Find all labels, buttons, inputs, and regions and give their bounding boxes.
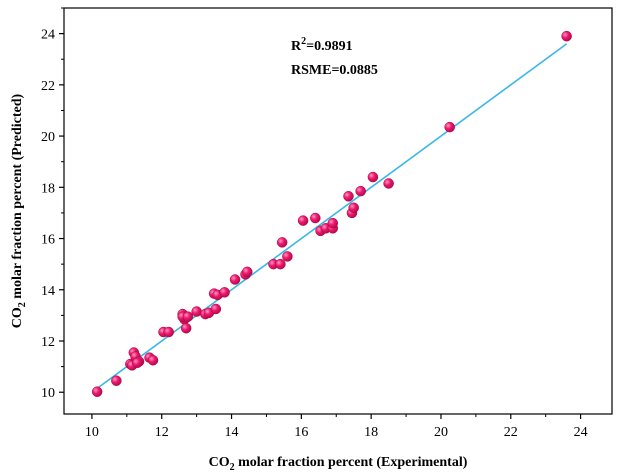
data-point xyxy=(132,357,143,369)
data-point xyxy=(241,266,253,278)
y-axis-title: CO2 molar fraction percent (Predicted) xyxy=(10,93,28,328)
r-squared-annotation: R2=0.9891 xyxy=(291,36,353,54)
x-axis-ticks: 10 12 14 16 18 20 22 24 xyxy=(85,414,588,440)
data-point xyxy=(91,386,103,397)
fit-line-layer xyxy=(94,43,568,391)
data-point xyxy=(348,202,359,214)
data-point xyxy=(383,178,394,189)
x-tick-label: 18 xyxy=(364,425,378,440)
data-point xyxy=(229,274,241,285)
y-tick-label: 10 xyxy=(41,386,55,401)
data-point xyxy=(561,30,572,42)
x-axis-title: CO2 molar fraction percent (Experimental… xyxy=(209,455,468,472)
y-tick-label: 22 xyxy=(41,79,55,94)
data-point xyxy=(327,217,339,229)
data-point xyxy=(275,258,286,270)
x-tick-label: 22 xyxy=(504,425,518,440)
data-point xyxy=(343,191,354,202)
fit-line xyxy=(94,43,568,391)
data-point xyxy=(191,306,202,317)
data-point xyxy=(182,311,194,322)
data-point xyxy=(282,251,293,262)
y-tick-label: 24 xyxy=(41,28,55,43)
data-point xyxy=(310,212,321,224)
x-tick-label: 24 xyxy=(574,425,588,440)
data-point xyxy=(355,185,366,197)
x-tick-label: 16 xyxy=(294,425,308,440)
x-tick-label: 20 xyxy=(434,425,448,440)
data-point xyxy=(147,354,159,366)
y-axis-ticks: 10 12 14 16 18 20 22 24 xyxy=(41,7,64,401)
y-tick-label: 12 xyxy=(41,335,55,350)
rsme-annotation: RSME=0.0885 xyxy=(291,63,378,78)
data-point xyxy=(180,322,192,334)
data-point xyxy=(276,237,288,248)
y-tick-label: 14 xyxy=(41,284,55,299)
data-point xyxy=(111,375,122,386)
data-point xyxy=(219,287,230,298)
data-points-layer xyxy=(91,30,572,397)
x-tick-label: 14 xyxy=(225,425,239,440)
plot-frame xyxy=(63,7,613,415)
data-point xyxy=(444,121,455,133)
data-point xyxy=(367,171,379,183)
y-tick-label: 20 xyxy=(41,130,55,145)
data-point xyxy=(297,215,309,226)
y-tick-label: 18 xyxy=(41,181,55,196)
data-point xyxy=(163,326,174,338)
y-tick-label: 16 xyxy=(41,233,55,248)
x-tick-label: 12 xyxy=(155,425,169,440)
data-point xyxy=(210,303,222,315)
x-tick-label: 10 xyxy=(85,425,99,440)
